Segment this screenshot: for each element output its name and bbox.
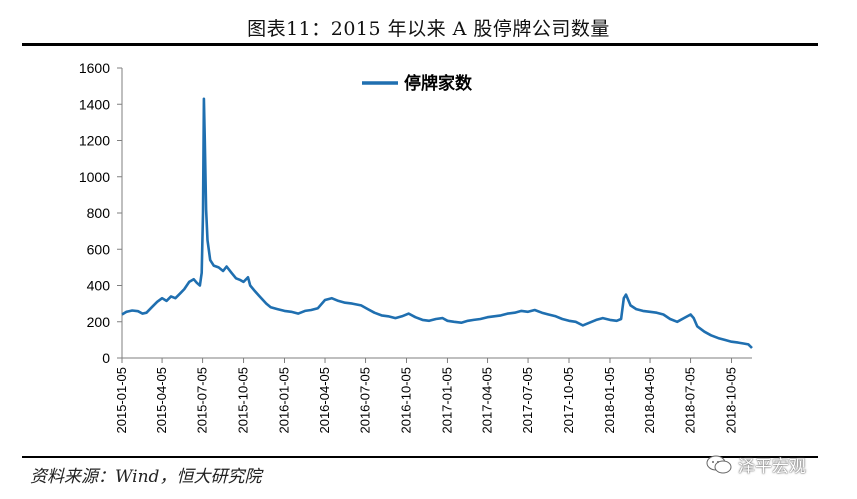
x-tick-label: 2016-04-05 xyxy=(317,367,332,434)
y-tick-label: 1400 xyxy=(79,96,110,112)
wechat-icon xyxy=(706,455,732,473)
y-tick-label: 1600 xyxy=(79,60,110,76)
y-tick-label: 800 xyxy=(87,205,111,221)
x-tick-label: 2015-01-05 xyxy=(114,367,129,434)
footer-rule xyxy=(22,456,818,458)
x-tick-label: 2016-10-05 xyxy=(399,367,414,434)
x-tick-label: 2018-10-05 xyxy=(724,367,739,434)
title-underline xyxy=(22,43,818,46)
x-tick-label: 2017-04-05 xyxy=(480,367,495,434)
x-tick-label: 2018-01-05 xyxy=(602,367,617,434)
x-tick-label: 2018-04-05 xyxy=(642,367,657,434)
chart-axes xyxy=(121,68,752,359)
chart-legend: 停牌家数 xyxy=(362,73,473,93)
source-note: 资料来源：Wind，恒大研究院 xyxy=(30,467,262,487)
x-tick-label: 2018-07-05 xyxy=(683,367,698,434)
x-tick-label: 2017-01-05 xyxy=(439,367,454,434)
watermark-text: 泽平宏观 xyxy=(738,457,806,477)
legend-label: 停牌家数 xyxy=(404,73,473,93)
x-tick-label: 2017-07-05 xyxy=(520,367,535,434)
watermark: 泽平宏观 xyxy=(706,452,806,477)
y-tick-label: 400 xyxy=(87,278,111,294)
chart-title: 图表11：2015 年以来 A 股停牌公司数量 xyxy=(247,18,610,40)
y-tick-label: 1200 xyxy=(79,133,110,149)
x-tick-label: 2016-07-05 xyxy=(358,367,373,434)
x-tick-label: 2015-04-05 xyxy=(154,367,169,434)
x-tick-label: 2017-10-05 xyxy=(561,367,576,434)
y-tick-label: 0 xyxy=(102,350,110,366)
x-tick-label: 2015-07-05 xyxy=(195,367,210,434)
x-axis-ticks: 2015-01-05 2015-04-05 2015-07-05 2015-10-05… xyxy=(114,358,739,434)
y-tick-label: 1000 xyxy=(79,169,110,185)
y-tick-label: 600 xyxy=(87,241,111,257)
series-group xyxy=(121,97,753,349)
x-tick-label: 2016-01-05 xyxy=(277,367,292,434)
y-axis-ticks: 0 200 400 600 800 1000 1200 1400 1600 xyxy=(79,60,122,366)
y-tick-label: 200 xyxy=(87,314,111,330)
series-line xyxy=(121,97,753,349)
x-tick-label: 2015-10-05 xyxy=(236,367,251,434)
